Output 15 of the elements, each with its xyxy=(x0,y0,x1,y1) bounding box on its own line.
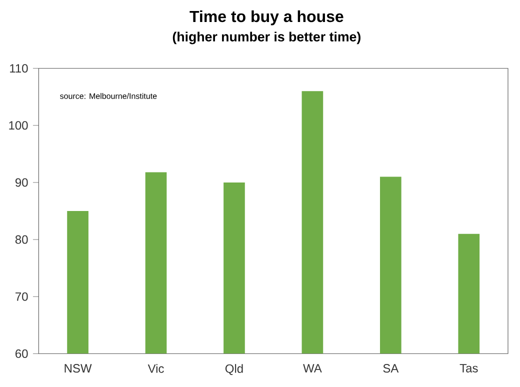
chart-subtitle: (higher number is better time) xyxy=(172,32,360,44)
y-tick-label: 70 xyxy=(16,292,28,301)
chart-title: Time to buy a house xyxy=(190,10,344,26)
x-tick-label: Qld xyxy=(225,364,243,376)
x-tick-label: Tas xyxy=(460,364,478,372)
y-tick-label: 80 xyxy=(15,235,28,244)
x-tick-label: Vic xyxy=(148,364,164,373)
y-tick-label: 60 xyxy=(16,349,28,358)
y-tick-label: 100 xyxy=(9,121,28,130)
x-tick-label: NSW xyxy=(64,364,92,373)
y-tick-label: 110 xyxy=(10,64,28,73)
annotation: source: Melbourne/Institute xyxy=(60,93,157,99)
x-tick-label: WA xyxy=(303,364,322,372)
x-tick-label: SA xyxy=(383,364,399,373)
y-tick-label: 90 xyxy=(15,178,28,187)
